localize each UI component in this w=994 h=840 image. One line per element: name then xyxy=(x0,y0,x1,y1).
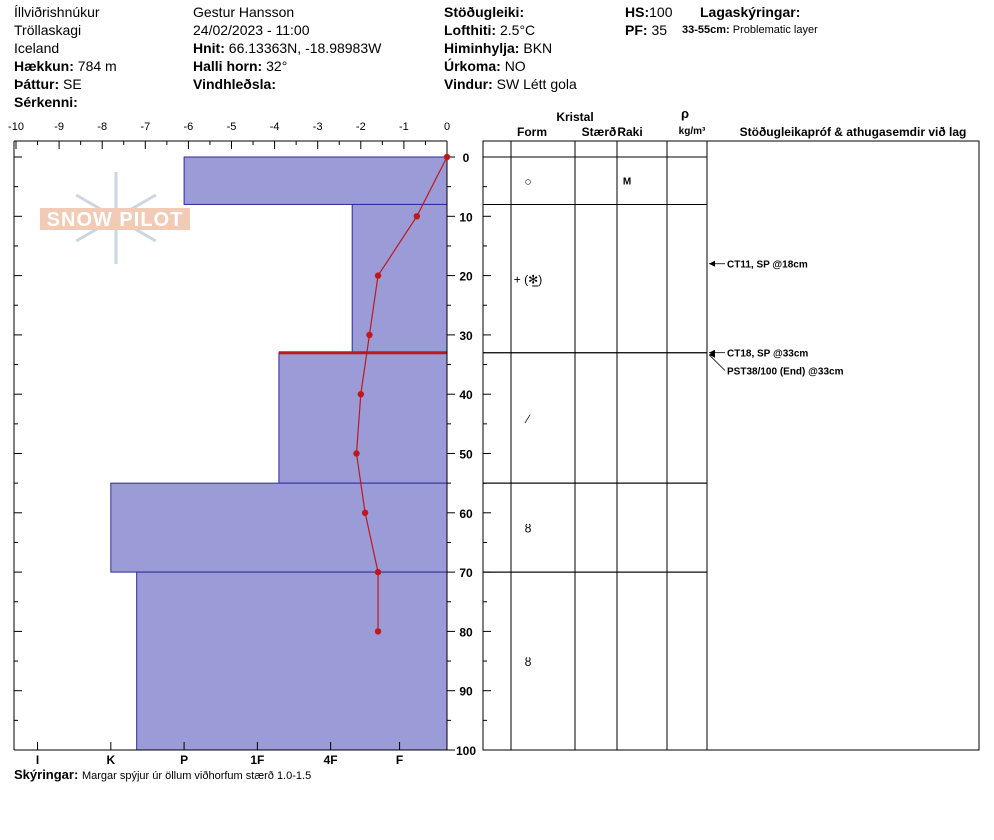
depth-tick-label: 40 xyxy=(459,388,473,402)
temperature-point xyxy=(413,213,421,220)
precip-row: Úrkoma: NO xyxy=(444,58,526,74)
layer-form-symbol: + (✻̲) xyxy=(514,273,542,287)
depth-tick-label: 0 xyxy=(463,151,470,165)
depth-tick-label: 70 xyxy=(459,566,473,580)
temp-tick-label: -6 xyxy=(184,121,194,133)
hardness-layer-bar xyxy=(110,482,448,573)
temp-tick-label: -1 xyxy=(399,121,409,133)
header-layer-notes: Lagaskýringar: 33-55cm: Problematic laye… xyxy=(682,3,818,39)
logo-text: SNOW PILOT xyxy=(47,209,184,231)
aspect-row: Þáttur: SE xyxy=(14,76,82,92)
temp-tick-label: -10 xyxy=(8,121,24,133)
temp-tick-label: -4 xyxy=(270,121,280,133)
hardness-layer-bar xyxy=(278,352,448,484)
features-row: Sérkenni: xyxy=(14,94,78,110)
temp-tick-label: -3 xyxy=(313,121,323,133)
hardness-layer-bar xyxy=(351,203,448,354)
size-header: Stærð xyxy=(582,125,617,139)
layer-note-row: 33-55cm: Problematic layer xyxy=(682,24,818,36)
layer-form-symbol: ○ xyxy=(524,175,531,189)
stability-test-label: CT11, SP @18cm xyxy=(727,260,808,271)
stability-test-label: CT18, SP @33cm xyxy=(727,349,808,360)
coords-row: Hnit: 66.13363N, -18.98983W xyxy=(193,40,382,56)
depth-tick-label: 30 xyxy=(459,329,473,343)
pf-row: PF: 35 xyxy=(625,22,668,38)
temperature-point xyxy=(374,272,382,279)
temp-tick-label: -8 xyxy=(97,121,107,133)
hardness-layer-bar xyxy=(136,571,448,751)
temperature-point xyxy=(443,153,451,161)
sky-row: Himinhylja: BKN xyxy=(444,40,553,56)
stability-row: Stöðugleiki: xyxy=(444,4,525,20)
header-middle: Gestur Hansson 24/02/2023 - 11:00 Hnit: … xyxy=(193,3,381,93)
temperature-point xyxy=(361,509,369,516)
layer-moisture-value: M xyxy=(623,177,631,188)
layer-form-symbol: ȣ xyxy=(525,522,532,536)
footer-label: Skýringar: xyxy=(14,767,79,782)
density-header: kg/m³ xyxy=(679,126,706,137)
hardness-tick-label: K xyxy=(106,753,115,767)
form-header: Form xyxy=(517,125,547,139)
hardness-tick-label: F xyxy=(396,753,403,767)
header-hs-pf: HS:100 PF: 35 xyxy=(625,3,672,39)
wind-loading-row: Vindhleðsla: xyxy=(193,76,276,92)
rho-header: ρ xyxy=(681,106,689,121)
hardness-layer-bar xyxy=(183,156,448,205)
location-name: Íllviðrishnúkur xyxy=(14,4,100,20)
logo-banner xyxy=(40,208,190,230)
test-arrow-icon xyxy=(709,260,715,267)
footer-notes: Skýringar: Margar spýjur úr öllum viðhor… xyxy=(14,767,311,782)
test-arrow-icon xyxy=(709,351,715,358)
country-name: Iceland xyxy=(14,40,60,56)
temp-tick-label: 0 xyxy=(444,121,450,133)
hs-row: HS:100 xyxy=(625,4,673,20)
temperature-point xyxy=(357,391,364,398)
depth-tick-label: 80 xyxy=(459,625,473,639)
hardness-tick-label: P xyxy=(180,753,188,767)
elevation-row: Hækkun: 784 m xyxy=(14,58,117,74)
observation-datetime: 24/02/2023 - 11:00 xyxy=(193,22,310,38)
layer-notes-title: Lagaskýringar: xyxy=(700,4,801,20)
temp-tick-label: -9 xyxy=(54,121,64,133)
temp-tick-label: -5 xyxy=(227,121,237,133)
header-weather: Stöðugleiki: Lofthiti: 2.5°C Himinhylja:… xyxy=(444,3,577,93)
depth-tick-label: 10 xyxy=(459,210,473,224)
observer-name: Gestur Hansson xyxy=(193,4,295,20)
header-left: Íllviðrishnúkur Tröllaskagi Iceland Hækk… xyxy=(14,3,117,111)
temperature-point xyxy=(374,628,382,635)
stability-test-label: PST38/100 (End) @33cm xyxy=(727,366,844,377)
temp-tick-label: -2 xyxy=(356,121,366,133)
depth-tick-label: 100 xyxy=(456,744,476,758)
temperature-point xyxy=(374,568,382,576)
temperature-point xyxy=(366,331,373,339)
layer-form-symbol: ⁄ xyxy=(524,412,531,426)
wind-row: Vindur: SW Létt gola xyxy=(444,76,577,92)
temp-tick-label: -7 xyxy=(140,121,150,133)
air-temp-row: Lofthiti: 2.5°C xyxy=(444,22,536,38)
layer-table-frame xyxy=(482,140,980,751)
crystal-header: Kristal xyxy=(556,110,593,124)
hardness-tick-label: 1F xyxy=(250,753,264,767)
depth-tick-label: 20 xyxy=(459,270,473,284)
snowpilot-logo: SNOW PILOT xyxy=(40,172,190,264)
region-name: Tröllaskagi xyxy=(14,22,82,38)
test-pointer-line xyxy=(708,354,726,371)
depth-tick-label: 90 xyxy=(459,685,473,699)
moisture-header: Raki xyxy=(617,125,642,139)
depth-tick-label: 50 xyxy=(459,448,473,462)
footer-text: Margar spýjur úr öllum viðhorfum stærð 1… xyxy=(81,770,312,782)
tests-header: Stöðugleikapróf & athugasemdir við lag xyxy=(740,125,967,139)
hardness-tick-label: I xyxy=(36,753,39,767)
layer-form-symbol: ȣ xyxy=(525,655,532,669)
slope-row: Halli horn: 32° xyxy=(193,58,288,74)
depth-tick-label: 60 xyxy=(459,507,473,521)
temperature-point xyxy=(353,450,360,457)
hardness-tick-label: 4F xyxy=(324,753,338,767)
